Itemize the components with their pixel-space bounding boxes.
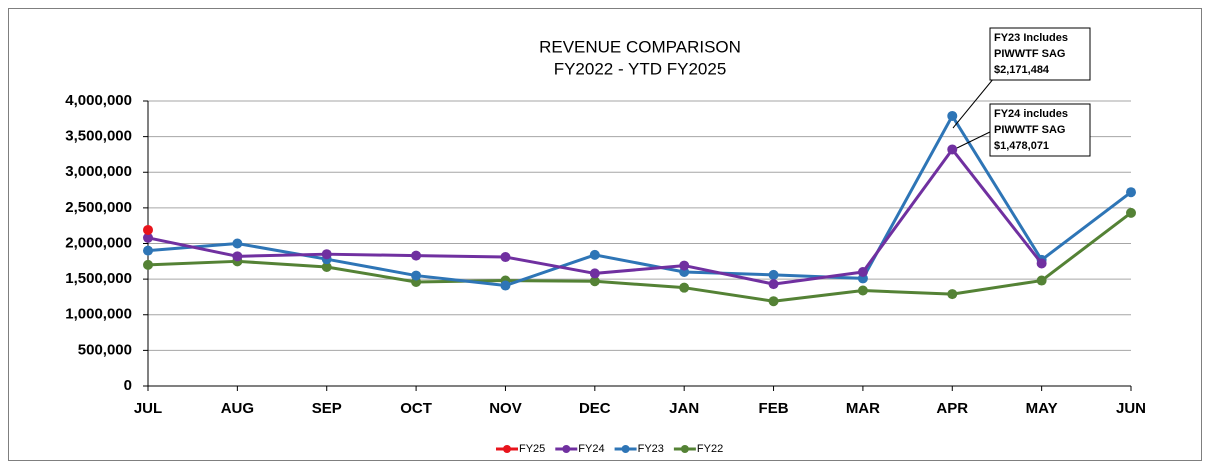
data-point <box>232 251 243 262</box>
data-point <box>321 249 332 260</box>
data-point <box>1036 275 1047 286</box>
chart-subtitle: FY2022 - YTD FY2025 <box>554 59 727 78</box>
data-point <box>143 224 153 235</box>
data-point <box>143 245 153 256</box>
y-tick-label: 2,000,000 <box>65 234 132 251</box>
x-tick-label: JUN <box>1116 400 1146 417</box>
annotation-text: $1,478,071 <box>994 140 1049 152</box>
series-line <box>147 114 1132 288</box>
legend-marker <box>503 445 511 453</box>
data-point <box>143 259 153 270</box>
data-point <box>500 280 511 291</box>
annotation-pointer <box>956 129 995 149</box>
x-tick-label: JUL <box>134 400 162 417</box>
x-tick-label: MAR <box>846 400 880 417</box>
annotation-box <box>989 103 1091 157</box>
legend-label: FY25 <box>519 443 545 455</box>
data-point <box>768 269 779 280</box>
x-tick-label: DEC <box>579 400 611 417</box>
x-tick-label: OCT <box>400 400 432 417</box>
annotation-box <box>989 27 1091 81</box>
data-point <box>857 267 868 277</box>
data-point <box>1126 207 1136 218</box>
y-tick-label: 2,500,000 <box>65 199 132 216</box>
legend-label: FY24 <box>578 443 604 455</box>
chart-frame <box>8 8 1202 461</box>
data-point <box>589 268 600 279</box>
y-tick-label: 1,500,000 <box>65 270 132 287</box>
legend-marker <box>680 445 689 453</box>
x-tick-label: JAN <box>669 400 699 417</box>
data-point <box>679 282 690 293</box>
x-tick-label: SEP <box>312 400 342 417</box>
data-point <box>679 260 690 271</box>
annotation-pointer <box>952 77 995 129</box>
annotation-text: PIWWTF SAG <box>994 124 1066 136</box>
y-tick-label: 3,000,000 <box>65 163 132 180</box>
x-tick-label: APR <box>936 400 968 417</box>
y-tick-label: 0 <box>124 377 132 394</box>
data-point <box>143 232 153 243</box>
data-point <box>768 296 779 307</box>
data-point <box>589 276 600 287</box>
y-tick-label: 1,000,000 <box>65 306 132 323</box>
data-point <box>857 285 868 296</box>
data-point <box>589 249 600 260</box>
y-tick-label: 500,000 <box>78 341 132 358</box>
data-point <box>321 262 332 273</box>
data-point <box>768 279 779 290</box>
data-point <box>947 110 958 121</box>
legend-marker <box>562 445 571 453</box>
chart-title: REVENUE COMPARISON <box>539 37 741 56</box>
legend-label: FY22 <box>697 443 723 455</box>
data-point <box>500 252 511 263</box>
x-tick-label: FEB <box>759 400 789 417</box>
y-tick-label: 4,000,000 <box>65 92 132 109</box>
series-line <box>147 211 1132 303</box>
data-point <box>947 144 958 155</box>
data-point <box>411 250 422 261</box>
x-tick-label: AUG <box>221 400 254 417</box>
data-point <box>232 238 243 249</box>
x-tick-label: NOV <box>489 400 522 417</box>
data-point <box>947 289 958 300</box>
legend-label: FY23 <box>638 443 664 455</box>
annotation-text: $2,171,484 <box>994 64 1050 76</box>
data-point <box>1036 258 1047 269</box>
annotation-text: FY23 Includes <box>994 32 1068 44</box>
annotation-text: PIWWTF SAG <box>994 48 1066 60</box>
data-point <box>1126 187 1136 198</box>
y-tick-label: 3,500,000 <box>65 128 132 145</box>
legend-marker <box>621 445 630 453</box>
annotation-text: FY24 includes <box>994 108 1068 120</box>
x-tick-label: MAY <box>1026 400 1058 417</box>
data-point <box>411 270 422 281</box>
